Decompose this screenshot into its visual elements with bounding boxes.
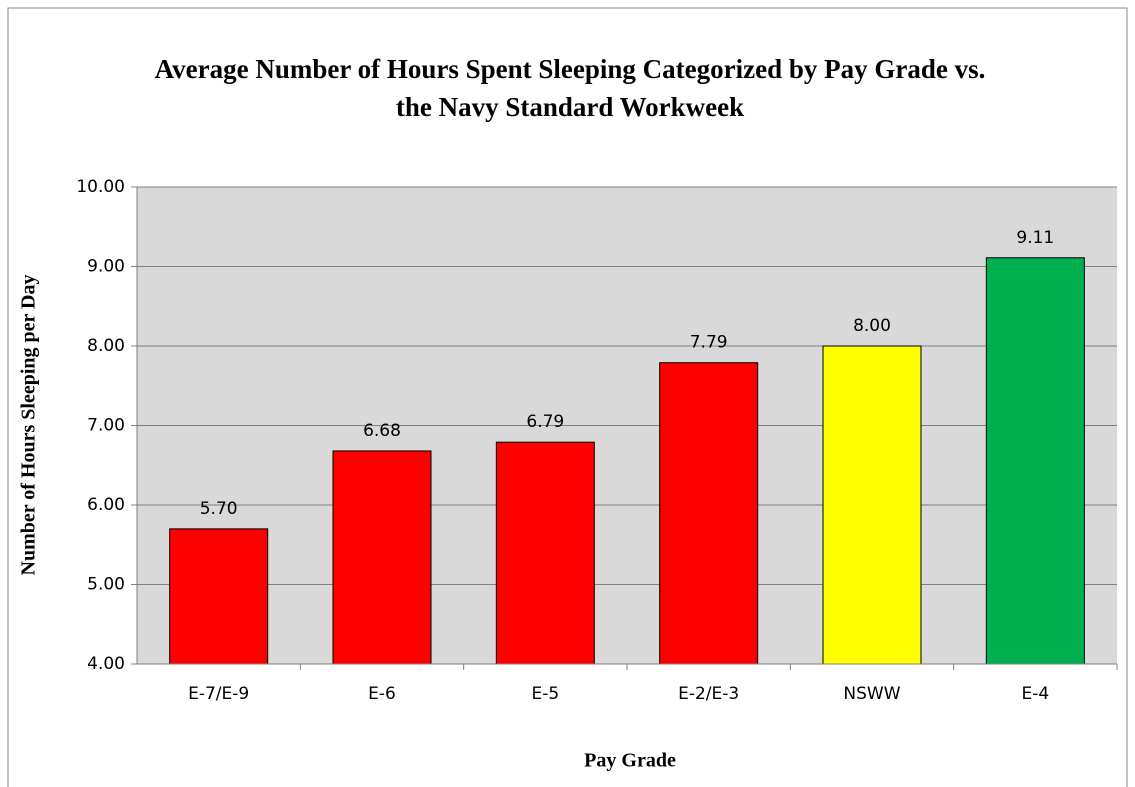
- x-tick-label: E-5: [531, 684, 559, 704]
- value-label: 7.79: [690, 333, 728, 353]
- y-axis-label: Number of Hours Sleeping per Day: [18, 275, 40, 576]
- x-tick-label: NSWW: [843, 684, 900, 704]
- y-tick-label: 7.00: [87, 416, 125, 436]
- y-tick-label: 5.00: [87, 575, 125, 595]
- bar: [985, 257, 1085, 665]
- y-tick-label: 4.00: [87, 654, 125, 674]
- y-tick-label: 9.00: [87, 257, 125, 277]
- bar: [659, 362, 759, 665]
- value-label: 8.00: [853, 316, 891, 336]
- x-tick-label: E-4: [1021, 684, 1049, 704]
- chart-border: [7, 7, 1128, 787]
- x-tick-label: E-6: [368, 684, 396, 704]
- value-label: 9.11: [1016, 228, 1054, 248]
- chart-title: Average Number of Hours Spent Sleeping C…: [154, 54, 986, 122]
- x-axis-label: Pay Grade: [584, 750, 676, 772]
- bar: [169, 528, 269, 665]
- bar: [495, 441, 595, 665]
- x-tick-label: E-7/E-9: [188, 684, 249, 704]
- bar: [332, 450, 432, 665]
- y-tick-label: 10.00: [76, 177, 125, 197]
- bar: [822, 345, 922, 665]
- y-tick-label: 6.00: [87, 495, 125, 515]
- value-label: 6.79: [526, 412, 564, 432]
- y-tick-label: 8.00: [87, 336, 125, 356]
- value-label: 6.68: [363, 421, 401, 441]
- value-label: 5.70: [200, 499, 238, 519]
- x-tick-label: E-2/E-3: [678, 684, 739, 704]
